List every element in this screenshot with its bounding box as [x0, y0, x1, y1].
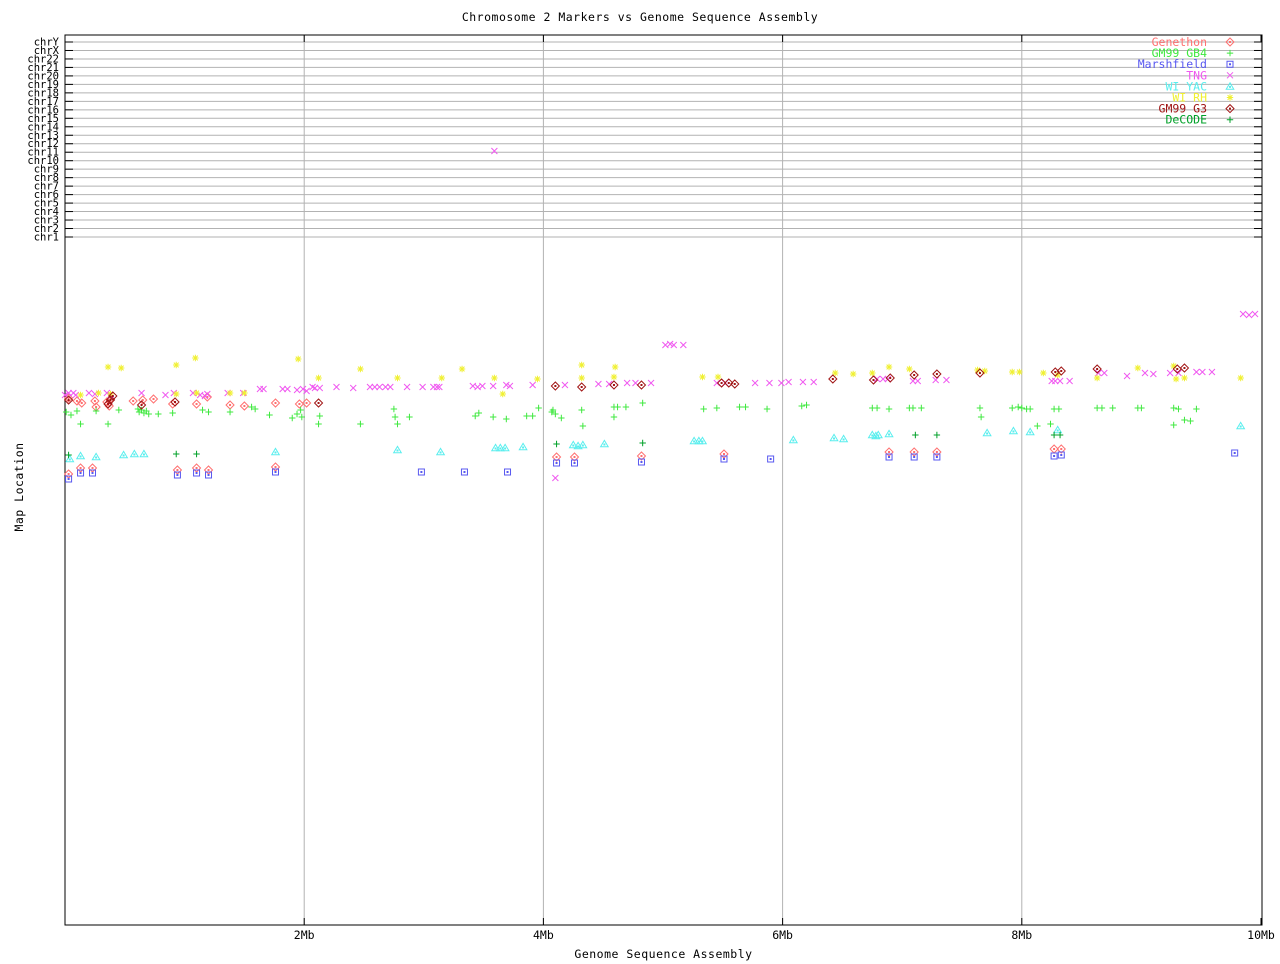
chr-label: chr11 [27, 147, 59, 159]
chr-label: chr21 [27, 62, 59, 74]
chr-label: chr2 [34, 223, 59, 235]
series-gm99_g3 [63, 363, 1190, 410]
gridlines [66, 35, 1261, 925]
legend-label-tng: TNG [1186, 68, 1207, 82]
chr-label: chrX [34, 45, 60, 57]
chr-label: chr16 [27, 104, 59, 116]
axis-ticks: 2Mb 4Mb 6Mb 8Mb 10Mb [294, 35, 1275, 942]
x-tick-label: 8Mb [1011, 928, 1032, 942]
chr-label: chr6 [34, 189, 59, 201]
chr-label: chr1 [34, 231, 59, 243]
chr-label: chr4 [34, 206, 59, 218]
series-tng [61, 147, 1259, 482]
series-marshfield [65, 449, 1239, 483]
chr-label: chr8 [34, 172, 59, 184]
chr-label: chr15 [27, 113, 59, 125]
chr-label: chr19 [27, 79, 59, 91]
x-tick-label: 4Mb [533, 928, 554, 942]
series-wi_yac [65, 421, 1246, 463]
chr-label: chr3 [34, 215, 59, 227]
legend-label-marshfield: Marshfield [1138, 57, 1207, 71]
x-tick-label: 6Mb [772, 928, 793, 942]
chr-label: chr7 [34, 181, 59, 193]
x-tick-label: 2Mb [294, 928, 315, 942]
chr-label: chr12 [27, 138, 59, 150]
legend-label-gm99_g3: GM99 G3 [1159, 102, 1208, 116]
chr-label: chrY [34, 37, 60, 49]
chart-title: Chromosome 2 Markers vs Genome Sequence … [461, 10, 819, 24]
chr-label: chr20 [27, 70, 59, 82]
legend-label-wi_yac: WI YAC [1165, 79, 1207, 93]
series-gm99_gb4 [62, 399, 1200, 430]
series-decode [65, 431, 1064, 459]
chr-label: chr5 [34, 198, 59, 210]
chromosome-axis: chrYchrXchr22chr21chr20chr19chr18chr17ch… [27, 37, 1262, 243]
legend-label-wi_rh: WI RH [1172, 91, 1207, 105]
legend-label-decode: DeCODE [1165, 113, 1207, 127]
chr-label: chr14 [27, 121, 59, 133]
chr-label: chr22 [27, 53, 59, 65]
x-axis-label: Genome Sequence Assembly [574, 947, 753, 961]
legend-label-gm99_gb4: GM99 GB4 [1152, 46, 1207, 60]
plot-border [64, 34, 1263, 926]
x-tick-label: 10Mb [1247, 928, 1275, 942]
chr-label: chr17 [27, 96, 59, 108]
y-axis-label: Map Location [12, 442, 26, 532]
legend-label-genethon: Genethon [1152, 35, 1207, 49]
chr-label: chr10 [27, 155, 59, 167]
chr-label: chr9 [34, 164, 59, 176]
chr-label: chr18 [27, 87, 59, 99]
chr-label: chr13 [27, 130, 59, 142]
series-wi_rh [77, 354, 1244, 399]
